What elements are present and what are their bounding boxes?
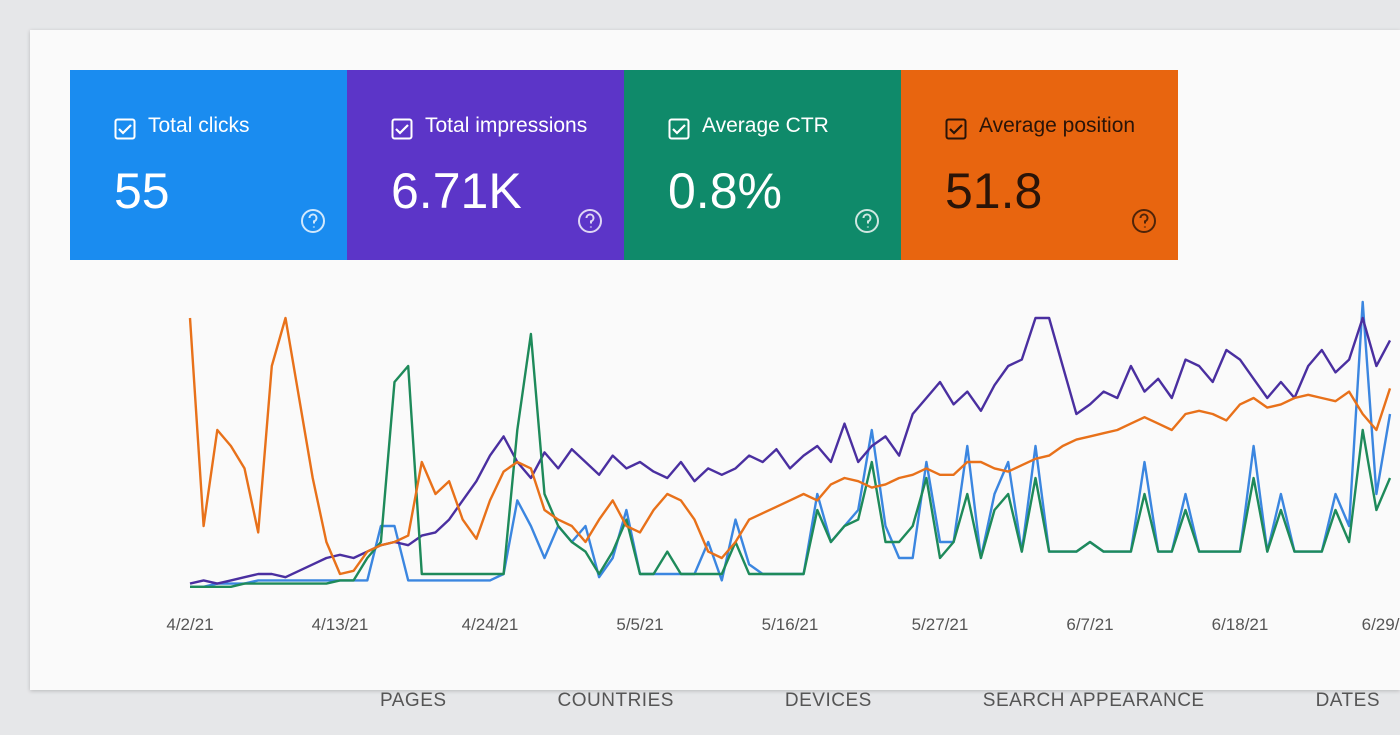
tab[interactable]: COUNTRIES bbox=[557, 690, 674, 711]
x-tick-label: 5/27/21 bbox=[912, 615, 969, 634]
metric-value: 6.71K bbox=[391, 163, 522, 219]
metric-card[interactable]: Total clicks 55 bbox=[70, 70, 347, 260]
tabs: PAGES COUNTRIES DEVICES SEARCH APPEARANCE DA… bbox=[380, 690, 1380, 712]
checkbox-box bbox=[945, 118, 967, 140]
series-line bbox=[190, 332, 1392, 588]
help-circle bbox=[1132, 209, 1156, 233]
metric-value: 0.8% bbox=[668, 163, 782, 219]
x-tick-label: 4/13/21 bbox=[312, 615, 369, 634]
x-tick-label: 6/18/21 bbox=[1212, 615, 1269, 634]
help-circle bbox=[578, 209, 602, 233]
checkbox-tick bbox=[949, 124, 963, 135]
metric-value: 51.8 bbox=[945, 163, 1043, 219]
metric-card[interactable]: Average CTR 0.8% bbox=[624, 70, 901, 260]
tab[interactable]: PAGES bbox=[380, 690, 447, 711]
metric-value: 55 bbox=[114, 163, 170, 219]
checkbox-tick bbox=[395, 124, 409, 135]
help-icon[interactable] bbox=[300, 208, 326, 234]
checkbox[interactable] bbox=[668, 118, 690, 140]
help-icon[interactable] bbox=[854, 208, 880, 234]
metric-card[interactable]: Total impressions 6.71K bbox=[347, 70, 624, 260]
tab[interactable]: DATES bbox=[1315, 690, 1380, 711]
help-circle bbox=[855, 209, 879, 233]
help-mark bbox=[308, 213, 318, 228]
x-tick-label: 6/29/21 bbox=[1362, 615, 1400, 634]
checkbox[interactable] bbox=[114, 118, 136, 140]
metric-label: Average CTR bbox=[702, 114, 829, 137]
metric-label: Total clicks bbox=[148, 114, 250, 137]
help-mark bbox=[862, 213, 872, 228]
x-tick-label: 5/16/21 bbox=[762, 615, 819, 634]
series-line bbox=[190, 300, 1392, 588]
help-icon[interactable] bbox=[577, 208, 603, 234]
checkbox-tick bbox=[672, 124, 686, 135]
help-mark bbox=[585, 213, 595, 228]
help-circle bbox=[301, 209, 325, 233]
metric-cards: Total clicks 55 Total impressions 6.71K Aver… bbox=[70, 70, 1178, 260]
tab[interactable]: SEARCH APPEARANCE bbox=[982, 690, 1205, 711]
help-icon[interactable] bbox=[1131, 208, 1157, 234]
x-tick-label: 6/7/21 bbox=[1066, 615, 1113, 634]
x-tick-label: 4/24/21 bbox=[462, 615, 519, 634]
x-tick-label: 4/2/21 bbox=[166, 615, 213, 634]
metric-label: Total impressions bbox=[425, 114, 588, 137]
checkbox-box bbox=[391, 118, 413, 140]
series-line bbox=[188, 316, 1392, 576]
checkbox-box bbox=[114, 118, 136, 140]
metric-label: Average position bbox=[979, 114, 1136, 137]
checkbox-tick bbox=[118, 124, 132, 135]
metric-card[interactable]: Average position 51.8 bbox=[901, 70, 1178, 260]
tab[interactable]: DEVICES bbox=[784, 690, 872, 711]
checkbox[interactable] bbox=[391, 118, 413, 140]
checkbox-box bbox=[668, 118, 690, 140]
chart: 4/2/21 4/13/21 4/24/21 5/5/21 5/16/21 5/27/21… bbox=[166, 300, 1400, 634]
checkbox[interactable] bbox=[945, 118, 967, 140]
x-tick-label: 5/5/21 bbox=[616, 615, 663, 634]
help-mark bbox=[1139, 213, 1149, 228]
series-line bbox=[189, 316, 1392, 585]
